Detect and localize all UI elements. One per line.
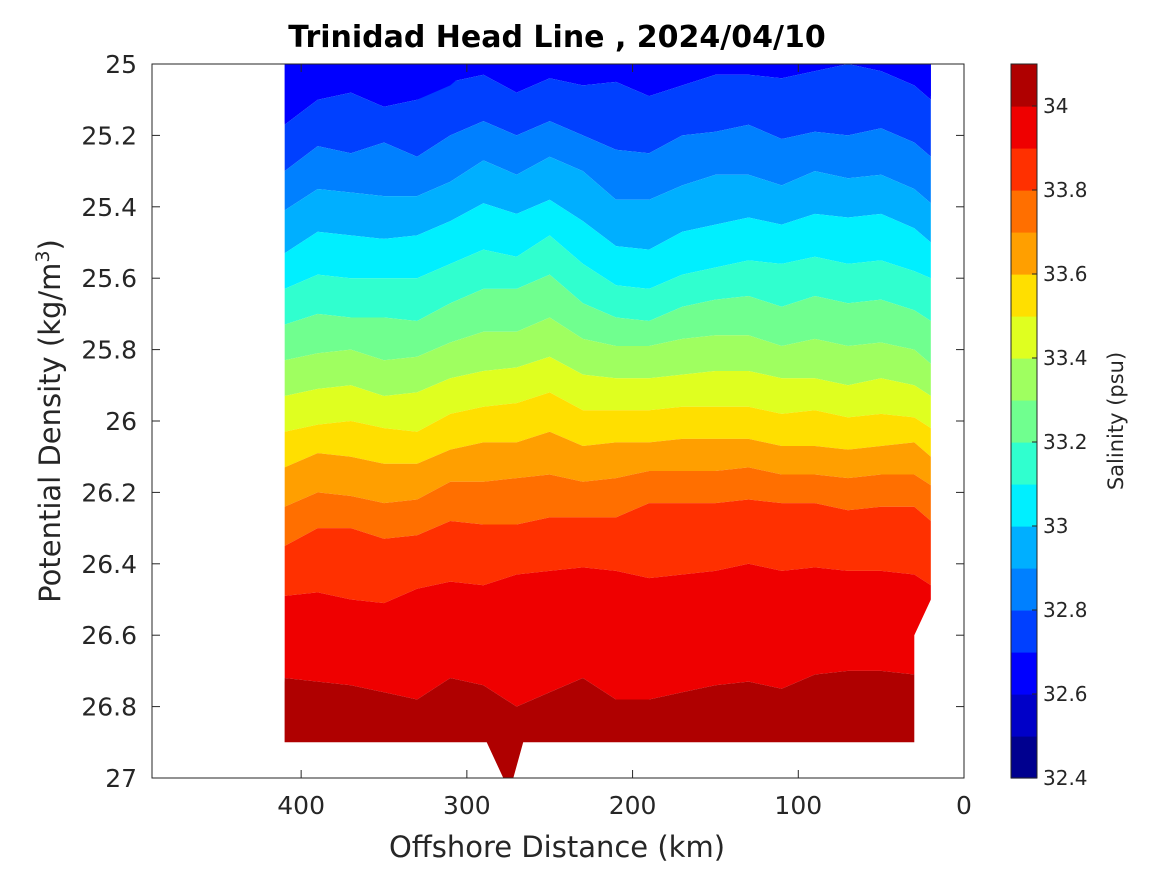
y-tick-label: 25 <box>105 50 137 79</box>
contour-band-32.6-patch <box>284 64 476 100</box>
colorbar-frame <box>1010 63 1038 779</box>
contour-band-33.9 <box>284 563 931 707</box>
colorbar-swatch <box>1011 358 1037 401</box>
y-tick-label: 25.8 <box>81 336 137 365</box>
contour-band-32.8 <box>284 121 931 211</box>
colorbar-swatch <box>1011 526 1037 569</box>
colorbar-swatch <box>1011 442 1037 485</box>
y-tick-label: 27 <box>105 764 137 793</box>
colorbar-tick-label: 34 <box>1043 94 1068 118</box>
colorbar-swatch <box>1011 64 1037 107</box>
contour-fill-layer <box>284 64 931 778</box>
contour-band-33.7 <box>284 467 931 546</box>
y-tick-label: 25.2 <box>81 121 137 150</box>
colorbar-tick-label: 33 <box>1043 514 1068 538</box>
y-axis-label-suffix: ) <box>33 239 67 250</box>
colorbar: 32.4 32.6 32.8 33 33.2 33.4 33.6 33.8 34 <box>1010 63 1088 790</box>
contour-band-33.3 <box>284 317 931 396</box>
contour-band-33.6 <box>284 431 931 507</box>
y-tick-label: 26.8 <box>81 693 137 722</box>
colorbar-tick-label: 33.2 <box>1043 430 1088 454</box>
y-tick-label: 26.2 <box>81 478 137 507</box>
colorbar-swatch <box>1011 694 1037 737</box>
x-tick-label: 0 <box>956 791 972 820</box>
colorbar-tick-label: 33.8 <box>1043 178 1088 202</box>
y-tick-label: 26.6 <box>81 621 137 650</box>
colorbar-swatch <box>1011 400 1037 443</box>
y-axis-label: Potential Density (kg/m3) <box>32 239 67 603</box>
chart-title: Trinidad Head Line , 2024/04/10 <box>288 20 825 55</box>
colorbar-label: Salinity (psu) <box>1104 352 1128 490</box>
colorbar-tick-label: 32.4 <box>1043 766 1088 790</box>
colorbar-swatch <box>1011 736 1037 779</box>
y-axis-label-superscript: 3 <box>32 250 54 262</box>
colorbar-swatch <box>1011 568 1037 611</box>
colorbar-swatch <box>1011 316 1037 359</box>
y-axis-label-main: Potential Density (kg/m <box>33 263 67 603</box>
colorbar-swatch <box>1011 610 1037 653</box>
y-tick-label: 26.4 <box>81 550 137 579</box>
colorbar-swatch <box>1011 190 1037 233</box>
colorbar-swatch <box>1011 484 1037 527</box>
colorbar-swatch <box>1011 274 1037 317</box>
colorbar-tick-label: 33.6 <box>1043 262 1088 286</box>
x-axis-label: Offshore Distance (km) <box>389 830 725 864</box>
x-tick-label: 400 <box>277 791 325 820</box>
contour-band-33.8 <box>284 499 931 604</box>
contour-band-33.2 <box>284 274 931 364</box>
y-tick-label: 25.6 <box>81 264 137 293</box>
x-tick-label: 200 <box>609 791 657 820</box>
colorbar-swatch <box>1011 232 1037 275</box>
colorbar-swatch <box>1011 148 1037 191</box>
colorbar-tick-label: 32.6 <box>1043 682 1088 706</box>
contour-band-33.4 <box>284 356 931 432</box>
colorbar-tick-label: 33.4 <box>1043 346 1088 370</box>
x-tick-label: 300 <box>443 791 491 820</box>
y-tick-label: 25.4 <box>81 193 137 222</box>
contour-band-33 <box>284 199 931 289</box>
y-tick-label: 26 <box>105 407 137 436</box>
contour-band-32.6-patch <box>881 64 931 97</box>
x-tick-label: 100 <box>774 791 822 820</box>
contour-band-32.9 <box>284 156 931 254</box>
x-axis: 400 300 200 100 0 <box>277 64 972 820</box>
y-axis: 25 25.2 25.4 25.6 25.8 26 26.2 26.4 26.6 26.8 27 <box>81 50 964 793</box>
colorbar-swatch <box>1011 106 1037 149</box>
colorbar-swatch <box>1011 652 1037 695</box>
contour-band-32.7 <box>284 64 931 172</box>
contour-band-33.1 <box>284 235 931 325</box>
contour-band-33.5 <box>284 392 931 468</box>
colorbar-tick-label: 32.8 <box>1043 598 1088 622</box>
